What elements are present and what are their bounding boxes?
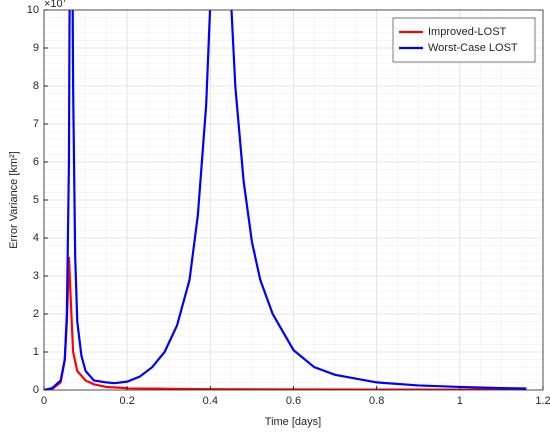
x-tick-label: 0.4 — [203, 395, 218, 407]
x-axis-label: Time [days] — [265, 416, 321, 428]
y-tick-label: 2 — [33, 308, 39, 320]
legend: Improved-LOST Worst-Case LOST — [392, 17, 536, 63]
legend-box — [392, 17, 536, 63]
legend-label: Improved-LOST — [428, 26, 507, 38]
x-tick-label: 0 — [41, 395, 47, 407]
x-tick-label: 1.2 — [535, 395, 550, 407]
ticks: 0 0.2 0.4 0.6 0.8 1 1.2 0 1 2 3 4 5 6 7 8 9 10 — [27, 4, 550, 407]
x-tick-label: 0.2 — [120, 395, 135, 407]
y-tick-label: 9 — [33, 42, 39, 54]
y-tick-label: 7 — [33, 118, 39, 130]
legend-label: Worst-Case LOST — [428, 42, 518, 54]
series-line — [44, 10, 527, 390]
y-tick-label: 5 — [33, 194, 39, 206]
x-tick-label: 0.8 — [369, 395, 384, 407]
y-axis-label: Error Variance [km²] — [8, 151, 20, 249]
y-tick-label: 4 — [33, 232, 39, 244]
y-tick-label: 3 — [33, 270, 39, 282]
y-tick-label: 1 — [33, 346, 39, 358]
x-tick-label: 1 — [457, 395, 463, 407]
y-tick-label: 0 — [33, 384, 39, 396]
x-tick-label: 0.6 — [286, 395, 301, 407]
y-tick-label: 6 — [33, 156, 39, 168]
grid — [43, 9, 544, 391]
y-tick-label: 8 — [33, 80, 39, 92]
y-multiplier: ×107 — [44, 0, 68, 10]
y-tick-label: 10 — [27, 4, 39, 16]
